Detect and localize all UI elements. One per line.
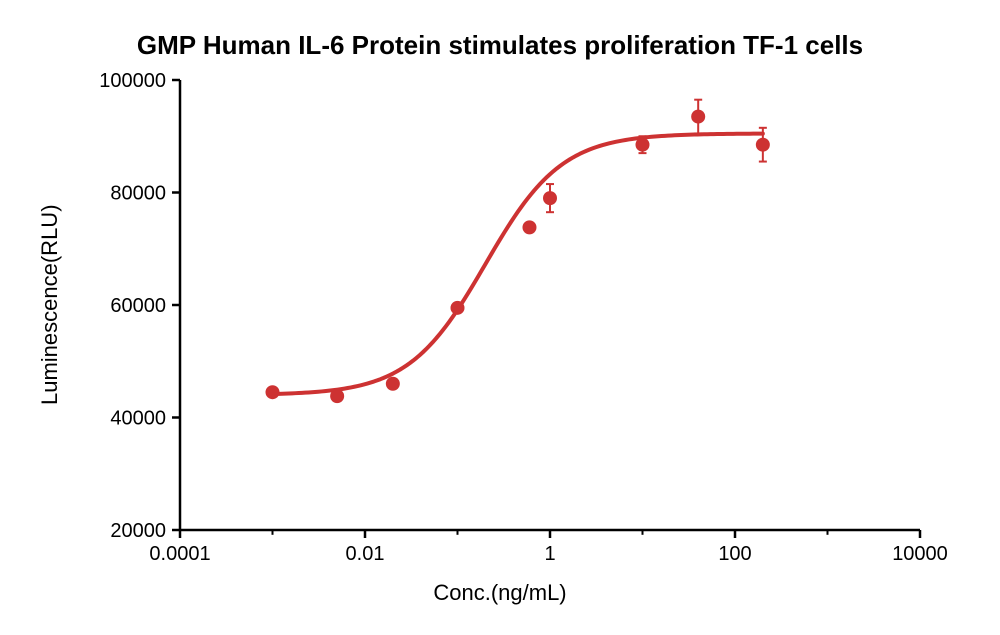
svg-text:40000: 40000 xyxy=(110,408,166,430)
chart-container: GMP Human IL-6 Protein stimulates prolif… xyxy=(0,0,1000,635)
svg-text:0.0001: 0.0001 xyxy=(149,543,210,565)
chart-svg: 20000 40000 60000 80000 100000 0.0001 0.01 1 100… xyxy=(0,0,1000,635)
svg-text:100: 100 xyxy=(718,543,751,565)
svg-text:80000: 80000 xyxy=(110,183,166,205)
svg-text:60000: 60000 xyxy=(110,295,166,317)
svg-text:20000: 20000 xyxy=(110,520,166,542)
svg-text:10000: 10000 xyxy=(892,543,948,565)
svg-text:1: 1 xyxy=(544,543,555,565)
svg-text:0.01: 0.01 xyxy=(346,543,385,565)
svg-text:100000: 100000 xyxy=(99,70,166,92)
